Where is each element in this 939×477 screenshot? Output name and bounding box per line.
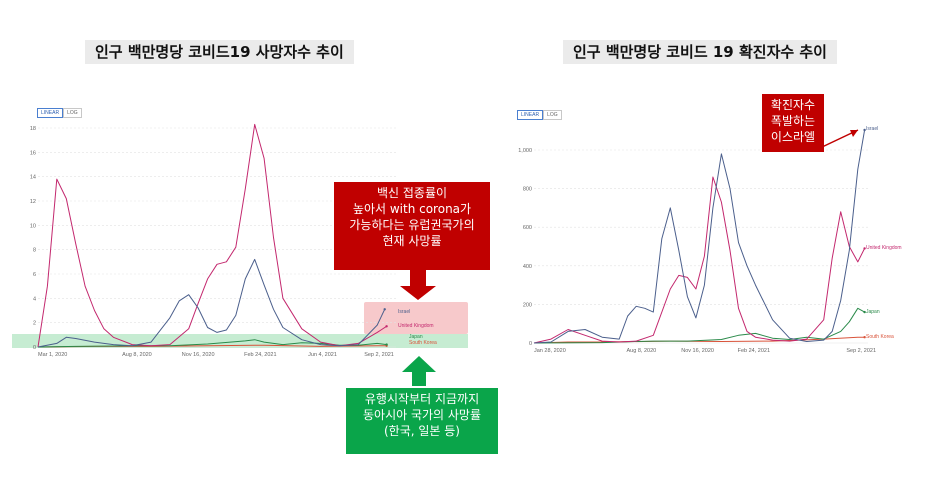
- right-series-end-point: [863, 247, 866, 250]
- israel-callout-box: 확진자수 폭발하는 이스라엘: [762, 94, 824, 152]
- left-series-end-point: [385, 325, 388, 328]
- left-series-label: United Kingdom: [398, 323, 434, 329]
- left-x-tick-label: Feb 24, 2021: [244, 352, 276, 358]
- linear-toggle-button[interactable]: LINEAR: [37, 108, 64, 118]
- right-x-tick-label: Aug 8, 2020: [627, 348, 657, 354]
- left-y-tick-label: 14: [30, 175, 36, 181]
- israel-pointer-head: [850, 130, 858, 137]
- right-series-label: Israel: [866, 126, 878, 132]
- left-series-label: South Korea: [409, 340, 437, 346]
- left-series-line-united-kingdom: [37, 123, 387, 348]
- right-series-end-point: [863, 310, 866, 314]
- red-callout-box: 백신 접종률이 높아서 with corona가 가능하다는 유럽권국가의 현재…: [334, 182, 490, 270]
- left-y-tick-label: 4: [33, 296, 36, 302]
- right-x-tick-label: Nov 16, 2020: [681, 348, 714, 354]
- right-series-end-point: [863, 128, 866, 132]
- left-y-tick-label: 6: [33, 272, 36, 278]
- log-toggle-button[interactable]: LOG: [63, 108, 82, 118]
- right-series-end-point: [863, 336, 866, 339]
- left-x-tick-label: Aug 8, 2020: [122, 352, 152, 358]
- right-y-tick-label: 200: [523, 302, 532, 308]
- left-y-tick-label: 0: [33, 345, 36, 351]
- left-x-tick-label: Sep 2, 2021: [364, 352, 394, 358]
- right-x-tick-label: Sep 2, 2021: [846, 348, 876, 354]
- left-scale-toggle: LINEAR LOG: [37, 108, 82, 118]
- left-y-tick-label: 8: [33, 248, 36, 254]
- left-x-tick-label: Jun 4, 2021: [308, 352, 337, 358]
- linear-toggle-button[interactable]: LINEAR: [517, 110, 544, 120]
- left-series-label: Japan: [409, 334, 423, 340]
- left-series-end-point: [383, 308, 386, 311]
- left-series-end-point: [385, 343, 388, 346]
- right-series-line-south-korea: [533, 336, 865, 344]
- red-down-arrow: [400, 270, 436, 300]
- right-y-tick-label: 600: [523, 225, 532, 231]
- left-y-tick-label: 16: [30, 150, 36, 156]
- right-y-tick-label: 800: [523, 187, 532, 193]
- right-y-tick-label: 1,000: [518, 148, 532, 154]
- right-x-tick-label: Feb 24, 2021: [738, 348, 770, 354]
- left-y-tick-label: 10: [30, 223, 36, 229]
- right-series-line-israel: [533, 129, 866, 344]
- europe-highlight-band: [364, 302, 468, 334]
- left-x-tick-label: Nov 16, 2020: [182, 352, 215, 358]
- right-y-tick-label: 400: [523, 264, 532, 270]
- green-up-arrow: [402, 356, 436, 386]
- right-chart-title: 인구 백만명당 코비드 19 확진자수 추이: [563, 40, 837, 64]
- right-series-label: United Kingdom: [866, 245, 902, 251]
- right-y-tick-label: 0: [529, 341, 532, 347]
- right-x-tick-label: Jan 28, 2020: [534, 348, 566, 354]
- left-chart-title: 인구 백만명당 코비드19 사망자수 추이: [85, 40, 354, 64]
- left-y-tick-label: 18: [30, 126, 36, 132]
- left-y-tick-label: 12: [30, 199, 36, 205]
- left-series-label: Israel: [398, 309, 410, 315]
- green-callout-box: 유행시작부터 지금까지 동아시아 국가의 사망률 (한국, 일본 등): [346, 388, 498, 454]
- right-series-label: South Korea: [866, 334, 894, 340]
- left-y-tick-label: 2: [33, 321, 36, 327]
- left-series-line-israel: [37, 258, 386, 348]
- right-series-line-japan: [533, 307, 865, 344]
- right-series-line-united-kingdom: [533, 176, 866, 344]
- log-toggle-button[interactable]: LOG: [543, 110, 562, 120]
- right-series-label: Japan: [866, 309, 880, 315]
- left-x-tick-label: Mar 1, 2020: [38, 352, 67, 358]
- right-scale-toggle: LINEAR LOG: [517, 110, 562, 120]
